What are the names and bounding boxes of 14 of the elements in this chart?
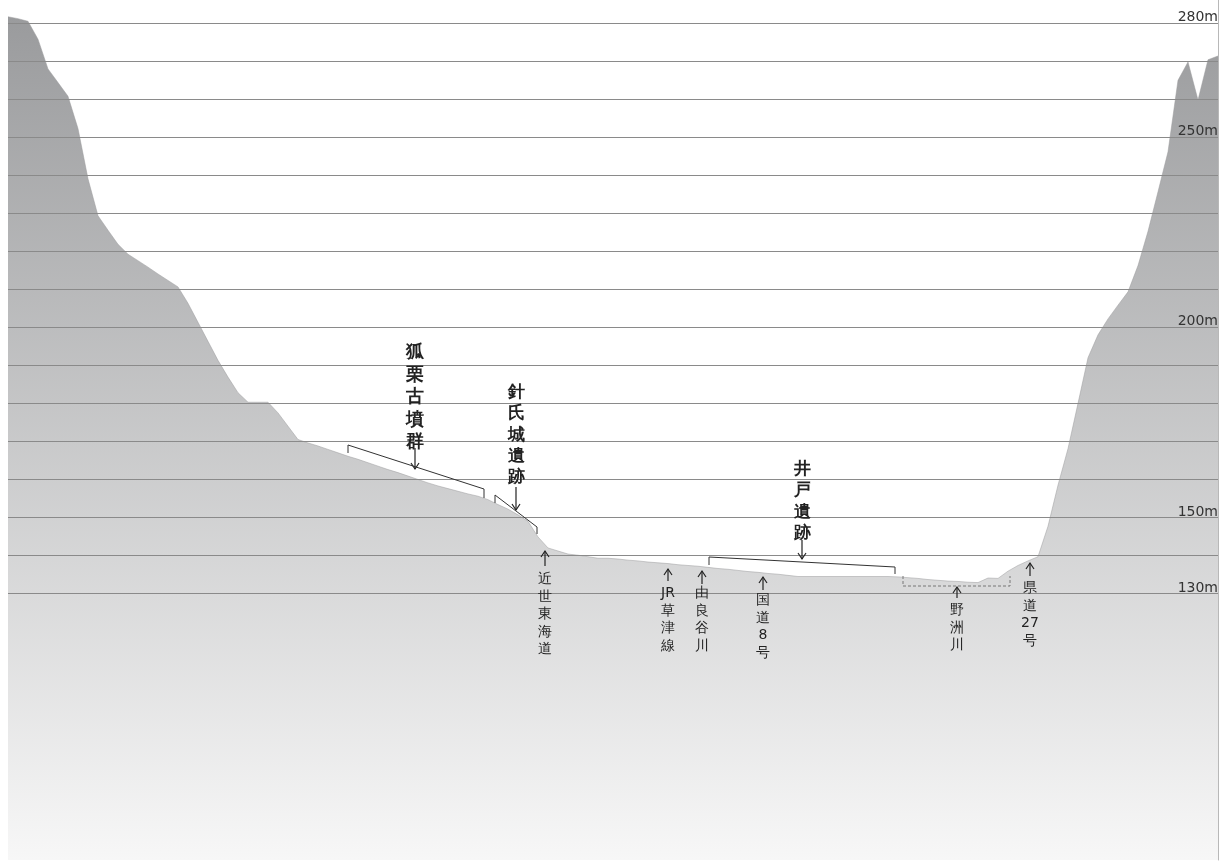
y-tick-label: 150m (1177, 502, 1218, 519)
annotation: 県道27号 (1021, 579, 1039, 648)
annotation: 針氏城遺跡 (506, 381, 525, 486)
y-tick-label: 280m (1177, 7, 1218, 24)
y-tick-label: 200m (1177, 312, 1218, 329)
y-tick-label: 130m (1177, 578, 1218, 595)
annotation: 狐栗古墳群 (405, 340, 425, 451)
y-tick-label: 250m (1177, 121, 1218, 138)
annotation: 国道8号 (756, 591, 770, 660)
annotation: JR草津線 (660, 584, 676, 653)
annotation: 近世東海道 (538, 570, 552, 656)
annotation: 野洲川 (950, 601, 964, 652)
annotation: 井戸遺跡 (792, 458, 811, 542)
annotation: 由良谷川 (695, 584, 709, 653)
